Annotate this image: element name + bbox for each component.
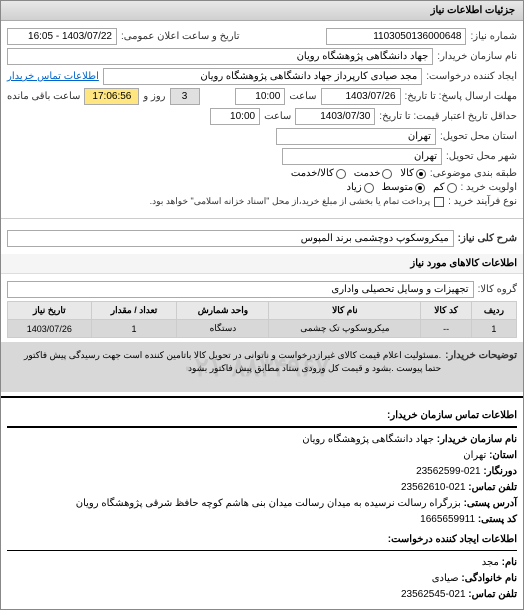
org-value: جهاد دانشگاهی پژوهشگاه رویان <box>302 434 434 445</box>
family-value: صیادی <box>432 573 459 584</box>
priority-high[interactable]: زیاد <box>347 182 374 193</box>
days-field: 3 <box>170 88 200 105</box>
req-no-field: 1103050136000648 <box>326 28 466 45</box>
req-no-label: شماره نیاز: <box>470 31 517 42</box>
cphone-value: 021-23562545 <box>401 589 466 600</box>
ann-label: تاریخ و ساعت اعلان عمومی: <box>121 31 240 42</box>
col-unit: واحد شمارش <box>177 302 269 320</box>
deadline-label: مهلت ارسال پاسخ: تا تاریخ: <box>405 91 517 102</box>
group-label: گروه کالا: <box>478 284 517 295</box>
addr-label: آدرس پستی: <box>464 498 517 509</box>
name-value: مجد <box>482 557 499 568</box>
need-title-field: میکروسکوپ دوچشمی برند المپوس <box>7 230 454 247</box>
desc-label: توضیحات خریدار: <box>445 349 517 363</box>
radio-icon <box>415 183 425 193</box>
priority-radio-group: کم متوسط زیاد <box>347 182 457 193</box>
window-title: جزئیات اطلاعات نیاز <box>1 1 523 21</box>
radio-icon <box>416 169 426 179</box>
priority-low[interactable]: کم <box>433 182 456 193</box>
prov-label: استان: <box>489 450 517 461</box>
budget-goods[interactable]: کالا <box>400 168 426 179</box>
zip-value: 1665659911 <box>420 514 475 525</box>
budget-radio-group: کالا خدمت کالا/خدمت <box>291 168 426 179</box>
creator-label: ایجاد کننده درخواست: <box>426 71 517 82</box>
creator-field: مجد صیادی کارپرداز جهاد دانشگاهی پژوهشگا… <box>103 68 422 85</box>
org-label: نام سازمان خریدار: <box>437 434 517 445</box>
col-qty: تعداد / مقدار <box>91 302 177 320</box>
items-heading: اطلاعات کالاهای مورد نیاز <box>1 254 523 274</box>
addr-value: بزرگراه رسالت نرسیده به میدان رسالت میدا… <box>76 498 461 509</box>
phone-value: 021-23562610 <box>401 482 466 493</box>
zip-label: کد پستی: <box>478 514 517 525</box>
fax-value: 021-23562599 <box>416 466 481 477</box>
buyer-field: جهاد دانشگاهی پژوهشگاه رویان <box>7 48 433 65</box>
process-checkbox[interactable] <box>434 197 444 207</box>
family-label: نام خانوادگی: <box>461 573 517 584</box>
priority-mid[interactable]: متوسط <box>382 182 425 193</box>
process-label: نوع فرآیند خرید : <box>448 196 517 207</box>
province-field: تهران <box>276 128 436 145</box>
group-field: تجهیزات و وسایل تحصیلی واداری <box>7 281 474 298</box>
budget-service[interactable]: خدمت <box>354 168 393 179</box>
validity-time: 10:00 <box>210 108 260 125</box>
prov-value: تهران <box>463 450 486 461</box>
items-table: ردیف کد کالا نام کالا واحد شمارش تعداد /… <box>7 301 517 338</box>
need-title-label: شرح کلی نیاز: <box>458 233 517 244</box>
name-label: نام: <box>502 557 517 568</box>
contact-link[interactable]: اطلاعات تماس خریدار <box>7 71 99 82</box>
process-note: پرداخت تمام یا بخشی از مبلغ خرید،از محل … <box>150 196 430 207</box>
radio-icon <box>447 183 457 193</box>
validity-date: 1403/07/30 <box>295 108 375 125</box>
remain-label: ساعت باقی مانده <box>7 91 80 102</box>
deadline-time: 10:00 <box>235 88 285 105</box>
validity-time-label: ساعت <box>264 111 291 122</box>
sub-heading: اطلاعات ایجاد کننده درخواست: <box>7 532 517 551</box>
fax-label: دورنگار: <box>483 466 517 477</box>
radio-icon <box>336 169 346 179</box>
remain-field: 17:06:56 <box>84 88 139 105</box>
buyer-label: نام سازمان خریدار: <box>437 51 517 62</box>
cphone-label: تلفن تماس: <box>468 589 517 600</box>
radio-icon <box>382 169 392 179</box>
desc-text: .مسئولیت اعلام قیمت کالای غیرازدرخواست و… <box>7 349 441 374</box>
deadline-date: 1403/07/26 <box>321 88 401 105</box>
contact-heading: اطلاعات تماس سازمان خریدار: <box>7 408 517 428</box>
days-label: روز و <box>143 91 165 102</box>
budget-label: طبقه بندی موضوعی: <box>430 168 517 179</box>
priority-label: اولویت خرید : <box>461 182 518 193</box>
province-label: استان محل تحویل: <box>440 131 517 142</box>
city-field: تهران <box>282 148 442 165</box>
ann-field: 1403/07/22 - 16:05 <box>7 28 117 45</box>
col-date: تاریخ نیاز <box>8 302 92 320</box>
city-label: شهر محل تحویل: <box>446 151 517 162</box>
budget-both[interactable]: کالا/خدمت <box>291 168 346 179</box>
col-name: نام کالا <box>269 302 421 320</box>
col-code: کد کالا <box>421 302 472 320</box>
validity-label: حداقل تاریخ اعتبار قیمت: تا تاریخ: <box>379 111 517 122</box>
table-row: 1 -- میکروسکوپ تک چشمی دستگاه 1 1403/07/… <box>8 320 517 338</box>
deadline-time-label: ساعت <box>289 91 316 102</box>
phone-label: تلفن تماس: <box>468 482 517 493</box>
col-row: ردیف <box>471 302 516 320</box>
radio-icon <box>364 183 374 193</box>
